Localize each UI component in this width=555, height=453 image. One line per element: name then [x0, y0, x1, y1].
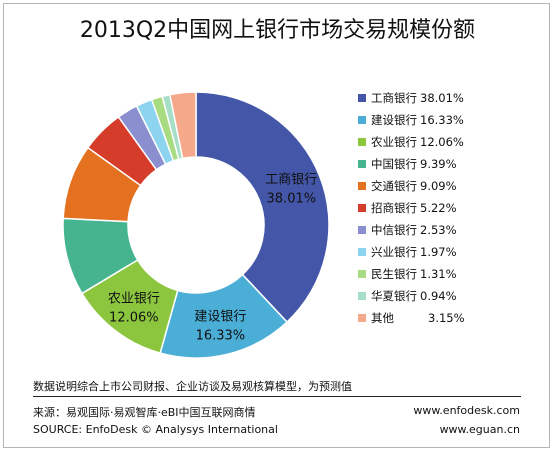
slice-label-name-1: 建设银行: [194, 310, 246, 325]
site-eguan: www.eguan.cn: [439, 423, 520, 436]
legend-swatch-7: [358, 248, 366, 256]
site-enfodesk: www.enfodesk.com: [413, 404, 520, 417]
legend-value-8: 1.31%: [420, 267, 457, 281]
legend-name-9: 华夏银行: [371, 289, 417, 303]
slice-label-value-2: 12.06%: [109, 311, 159, 326]
legend-swatch-5: [358, 204, 366, 212]
slice-10: [168, 91, 197, 160]
legend-swatch-4: [358, 182, 366, 190]
legend-swatch-9: [358, 292, 366, 300]
legend-name-6: 中信银行: [371, 223, 417, 237]
footer-divider: [33, 396, 521, 397]
legend-swatch-2: [358, 138, 366, 146]
legend-item-2: 农业银行 12.06%: [358, 131, 548, 153]
legend-value-9: 0.94%: [420, 289, 457, 303]
data-note: 数据说明综合上市公司财报、企业访谈及易观核算模型，为预测值: [33, 380, 352, 393]
legend-value-2: 12.06%: [420, 135, 464, 149]
legend-item-6: 中信银行 2.53%: [358, 219, 548, 241]
slice-0: [195, 91, 330, 324]
slice-label-name-0: 工商银行: [265, 172, 317, 187]
legend-value-4: 9.09%: [420, 179, 457, 193]
slice-label-value-1: 16.33%: [196, 329, 246, 344]
legend-item-0: 工商银行 38.01%: [358, 87, 548, 109]
legend-swatch-6: [358, 226, 366, 234]
legend-item-1: 建设银行 16.33%: [358, 109, 548, 131]
legend-value-0: 38.01%: [420, 91, 464, 105]
legend-item-8: 民生银行 1.31%: [358, 263, 548, 285]
legend-value-7: 1.97%: [420, 245, 457, 259]
legend-swatch-0: [358, 94, 366, 102]
legend-swatch-10: [358, 314, 366, 322]
legend-name-5: 招商银行: [371, 201, 417, 215]
legend-name-1: 建设银行: [371, 113, 417, 127]
source-en: SOURCE: EnfoDesk © Analysys Internationa…: [33, 423, 278, 436]
legend-value-1: 16.33%: [420, 113, 464, 127]
legend-name-2: 农业银行: [371, 135, 417, 149]
legend-item-3: 中国银行 9.39%: [358, 153, 548, 175]
legend-name-0: 工商银行: [371, 91, 417, 105]
slice-label-value-0: 38.01%: [267, 191, 317, 206]
legend-name-7: 兴业银行: [371, 245, 417, 259]
slice-label-name-2: 农业银行: [108, 292, 160, 307]
source-cn: 来源：易观国际·易观智库·eBI中国互联网商情: [33, 406, 256, 419]
legend-item-10: 其他 3.15%: [358, 307, 548, 329]
legend-value-5: 5.22%: [420, 201, 457, 215]
legend-name-8: 民生银行: [371, 267, 417, 281]
legend-name-10: 其他: [371, 311, 394, 325]
legend-item-9: 华夏银行 0.94%: [358, 285, 548, 307]
legend-value-10: 3.15%: [428, 311, 465, 325]
legend-swatch-1: [358, 116, 366, 124]
legend-value-6: 2.53%: [420, 223, 457, 237]
legend-item-7: 兴业银行 1.97%: [358, 241, 548, 263]
legend-name-3: 中国银行: [371, 157, 417, 171]
legend-value-3: 9.39%: [420, 157, 457, 171]
legend-swatch-3: [358, 160, 366, 168]
legend-item-4: 交通银行 9.09%: [358, 175, 548, 197]
legend-item-5: 招商银行 5.22%: [358, 197, 548, 219]
legend-swatch-8: [358, 270, 366, 278]
legend: 工商银行 38.01% 建设银行 16.33% 农业银行 12.06% 中国银行 9.39% 交…: [358, 87, 548, 329]
chart-title: 2013Q2中国网上银行市场交易规模份额: [79, 18, 476, 43]
legend-name-4: 交通银行: [371, 179, 417, 193]
